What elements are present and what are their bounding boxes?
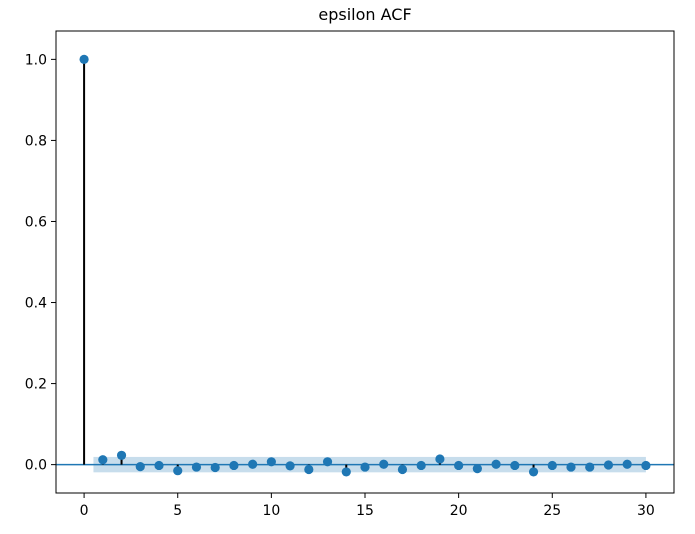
acf-point (285, 461, 295, 471)
stem-layer (83, 59, 647, 472)
acf-point (454, 460, 464, 471)
acf-point (98, 455, 108, 465)
acf-point (154, 460, 164, 471)
acf-point (397, 464, 408, 475)
marker-layer (79, 54, 651, 477)
acf-point (491, 459, 501, 469)
acf-point (510, 460, 520, 471)
acf-point (135, 462, 145, 472)
acf-point (416, 460, 426, 471)
x-axis-ticks: 0 5 10 15 20 25 30 (80, 493, 655, 519)
acf-point (641, 460, 651, 471)
y-tick-label: 0.6 (25, 214, 47, 230)
acf-point (229, 460, 239, 471)
acf-point (360, 462, 370, 472)
acf-point (79, 54, 89, 64)
y-tick-label: 1.0 (25, 52, 47, 68)
x-tick-label: 20 (450, 503, 468, 519)
x-tick-label: 0 (80, 503, 89, 519)
x-tick-label: 10 (262, 503, 280, 519)
x-tick-label: 25 (543, 503, 561, 519)
acf-point (304, 464, 314, 475)
acf-point (547, 460, 557, 471)
x-tick-label: 15 (356, 503, 374, 519)
y-tick-label: 0.2 (25, 377, 47, 393)
acf-point (116, 450, 127, 460)
acf-point (379, 459, 389, 469)
acf-point (173, 466, 183, 476)
y-tick-label: 0.4 (25, 296, 47, 312)
acf-point (622, 459, 632, 469)
acf-point (603, 460, 614, 470)
y-tick-label: 0.0 (25, 458, 47, 474)
acf-point (322, 457, 333, 467)
plot-frame (55, 30, 675, 494)
acf-point (341, 467, 351, 477)
y-axis-ticks: 0.0 0.2 0.4 0.6 0.8 1.0 (25, 52, 56, 474)
acf-point (191, 462, 202, 472)
chart-title: epsilon ACF (318, 5, 411, 24)
acf-point (528, 467, 539, 477)
x-tick-label: 5 (173, 503, 182, 519)
acf-point (248, 459, 258, 469)
y-tick-label: 0.8 (25, 133, 47, 149)
acf-point (472, 464, 482, 474)
acf-point (266, 457, 276, 467)
acf-point (585, 462, 595, 472)
acf-point (566, 462, 576, 472)
x-tick-label: 30 (637, 503, 655, 519)
acf-point (210, 462, 220, 473)
acf-point (435, 454, 445, 464)
